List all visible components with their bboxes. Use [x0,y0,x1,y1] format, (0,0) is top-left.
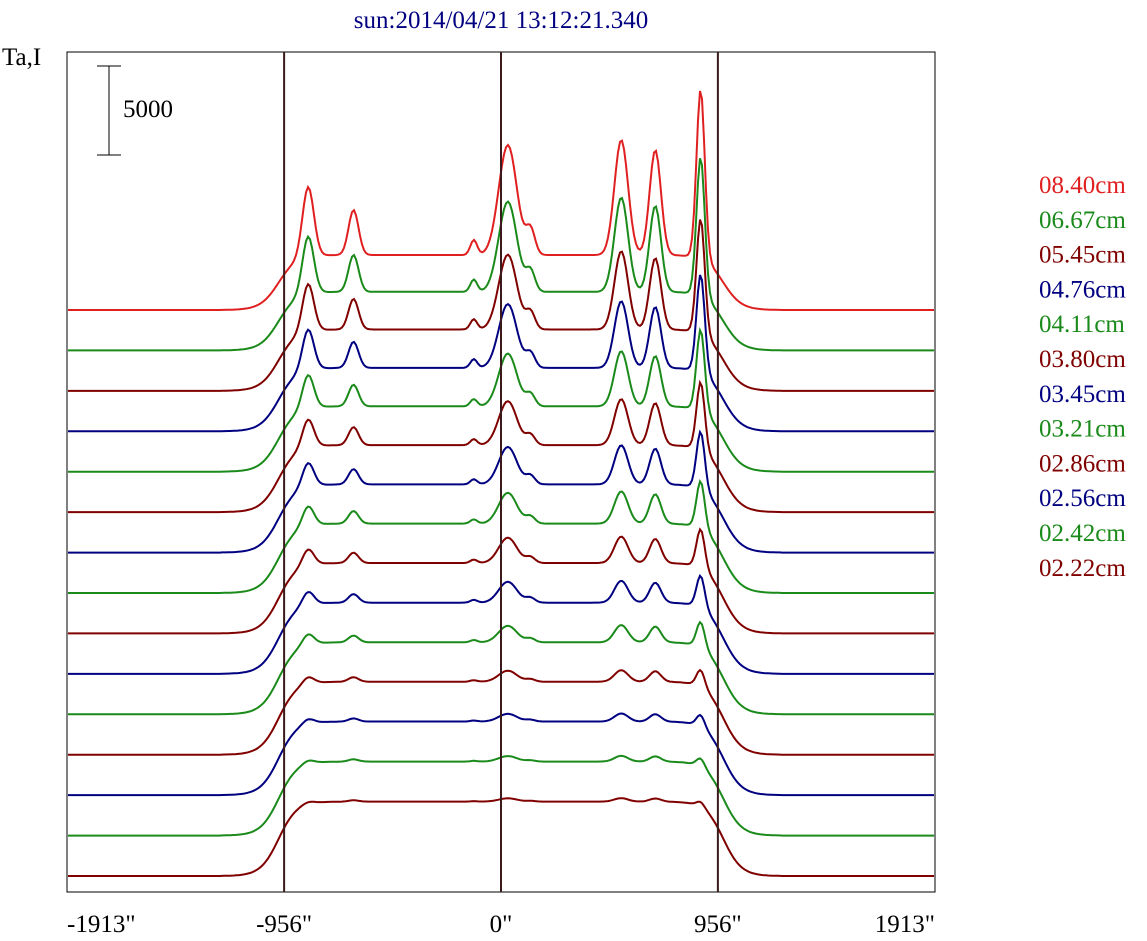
x-tick-label: 0" [490,911,513,938]
legend-entry: 04.11cm [1039,311,1125,338]
scale-bar-label: 5000 [123,96,173,123]
legend-entry: 03.45cm [1039,381,1126,408]
x-tick-label: 1913" [875,911,935,938]
x-tick-label: 956" [694,911,742,938]
x-tick-label: -1913" [67,911,136,938]
legend-entry: 06.67cm [1039,207,1126,234]
legend-entry: 08.40cm [1039,172,1126,199]
x-tick-label: -956" [256,911,312,938]
legend-entry: 05.45cm [1039,242,1126,269]
legend-entry: 03.80cm [1039,346,1126,373]
chart-title: sun:2014/04/21 13:12:21.340 [354,7,648,34]
scale-bar: 5000 [97,66,173,155]
legend-entry: 02.22cm [1039,555,1126,582]
x-tick-labels: -1913" -956" 0" 956" 1913" [67,911,935,938]
legend-entry: 04.76cm [1039,276,1126,303]
legend-entry: 02.42cm [1039,520,1126,547]
legend-entry: 03.21cm [1039,416,1126,443]
legend-entry: 02.86cm [1039,450,1126,477]
legend: 08.40cm 06.67cm 05.45cm 04.76cm 04.11cm 03.80… [1039,172,1126,582]
legend-entry: 02.56cm [1039,485,1126,512]
y-axis-label: Ta,I [2,44,41,71]
